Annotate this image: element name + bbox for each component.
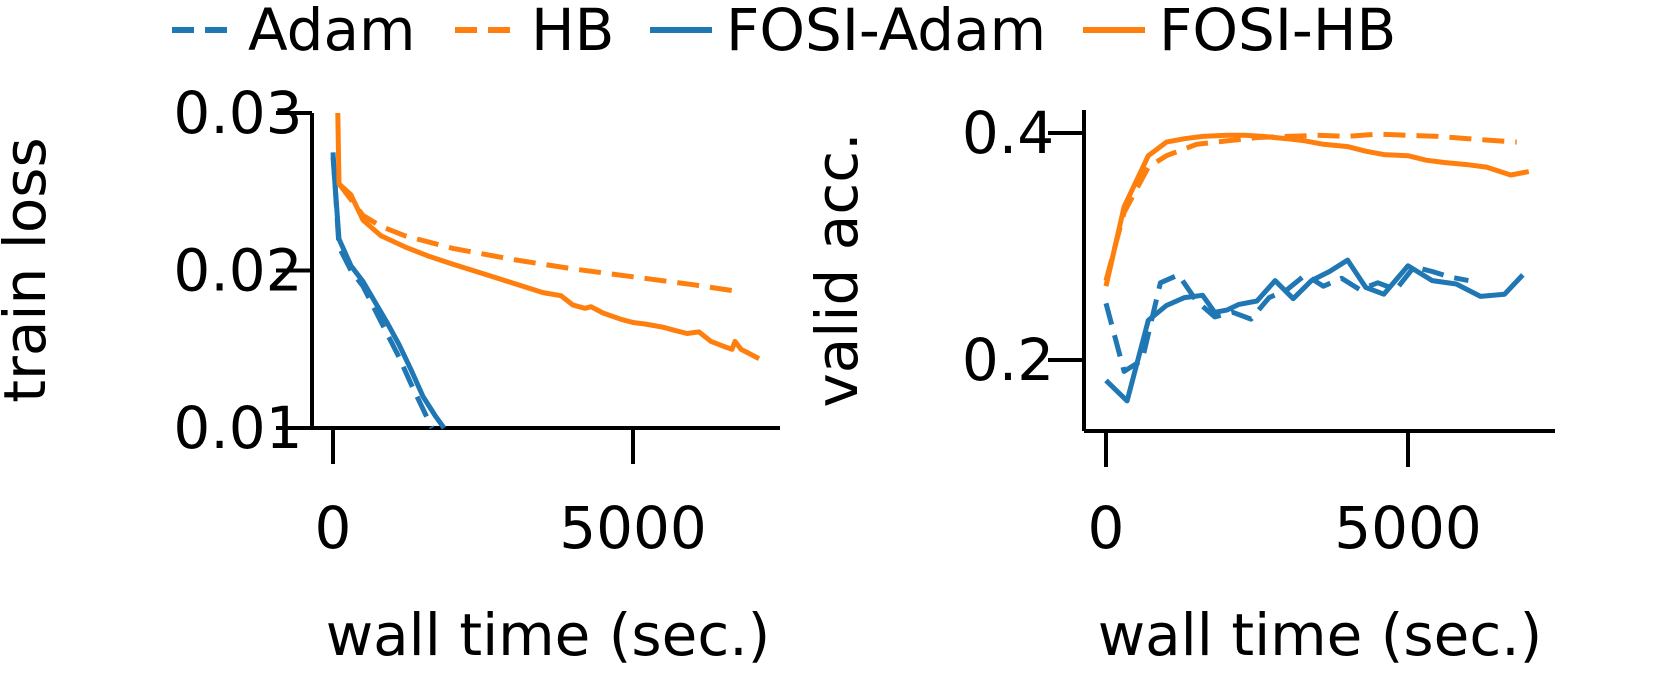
x-tick-label: 0 (315, 494, 352, 562)
series-line-fosi-hb (1103, 132, 1530, 287)
legend-label-fosi-adam: FOSI-Adam (726, 0, 1046, 64)
x-axis-title: wall time (sec.) (1098, 601, 1543, 669)
series-line-hb (337, 182, 736, 294)
series-line-adam (1103, 264, 1469, 374)
y-axis-title: valid acc. (803, 132, 871, 407)
legend-label-fosi-hb: FOSI-HB (1159, 0, 1396, 64)
series-line-fosi-hb (335, 112, 761, 361)
series-line-adam (330, 152, 435, 430)
x-tick-label: 5000 (559, 494, 707, 562)
legend: Adam HB FOSI-Adam FOSI-HB (172, 0, 1396, 64)
y-tick-label: 0.4 (962, 99, 1054, 167)
y-tick-label: 0.03 (173, 79, 302, 147)
x-tick-label: 5000 (1334, 494, 1482, 562)
series-line-fosi-adam (330, 156, 447, 430)
y-tick-label: 0.01 (173, 394, 302, 462)
valid-acc-panel: 0.2 0.4 0 5000 wall time (sec.) valid acc. (803, 99, 1555, 669)
y-tick-label: 0.2 (962, 326, 1054, 394)
x-tick-label: 0 (1088, 494, 1125, 562)
legend-label-hb: HB (531, 0, 614, 64)
y-axis-title: train loss (0, 137, 59, 402)
train-loss-panel: 0.01 0.02 0.03 0 5000 wall time (sec.) train l… (0, 79, 780, 669)
x-axis-title: wall time (sec.) (326, 601, 771, 669)
series-line-hb (1103, 131, 1517, 282)
y-tick-label: 0.02 (173, 237, 302, 305)
series-line-fosi-adam (1104, 257, 1525, 404)
legend-label-adam: Adam (248, 0, 416, 64)
